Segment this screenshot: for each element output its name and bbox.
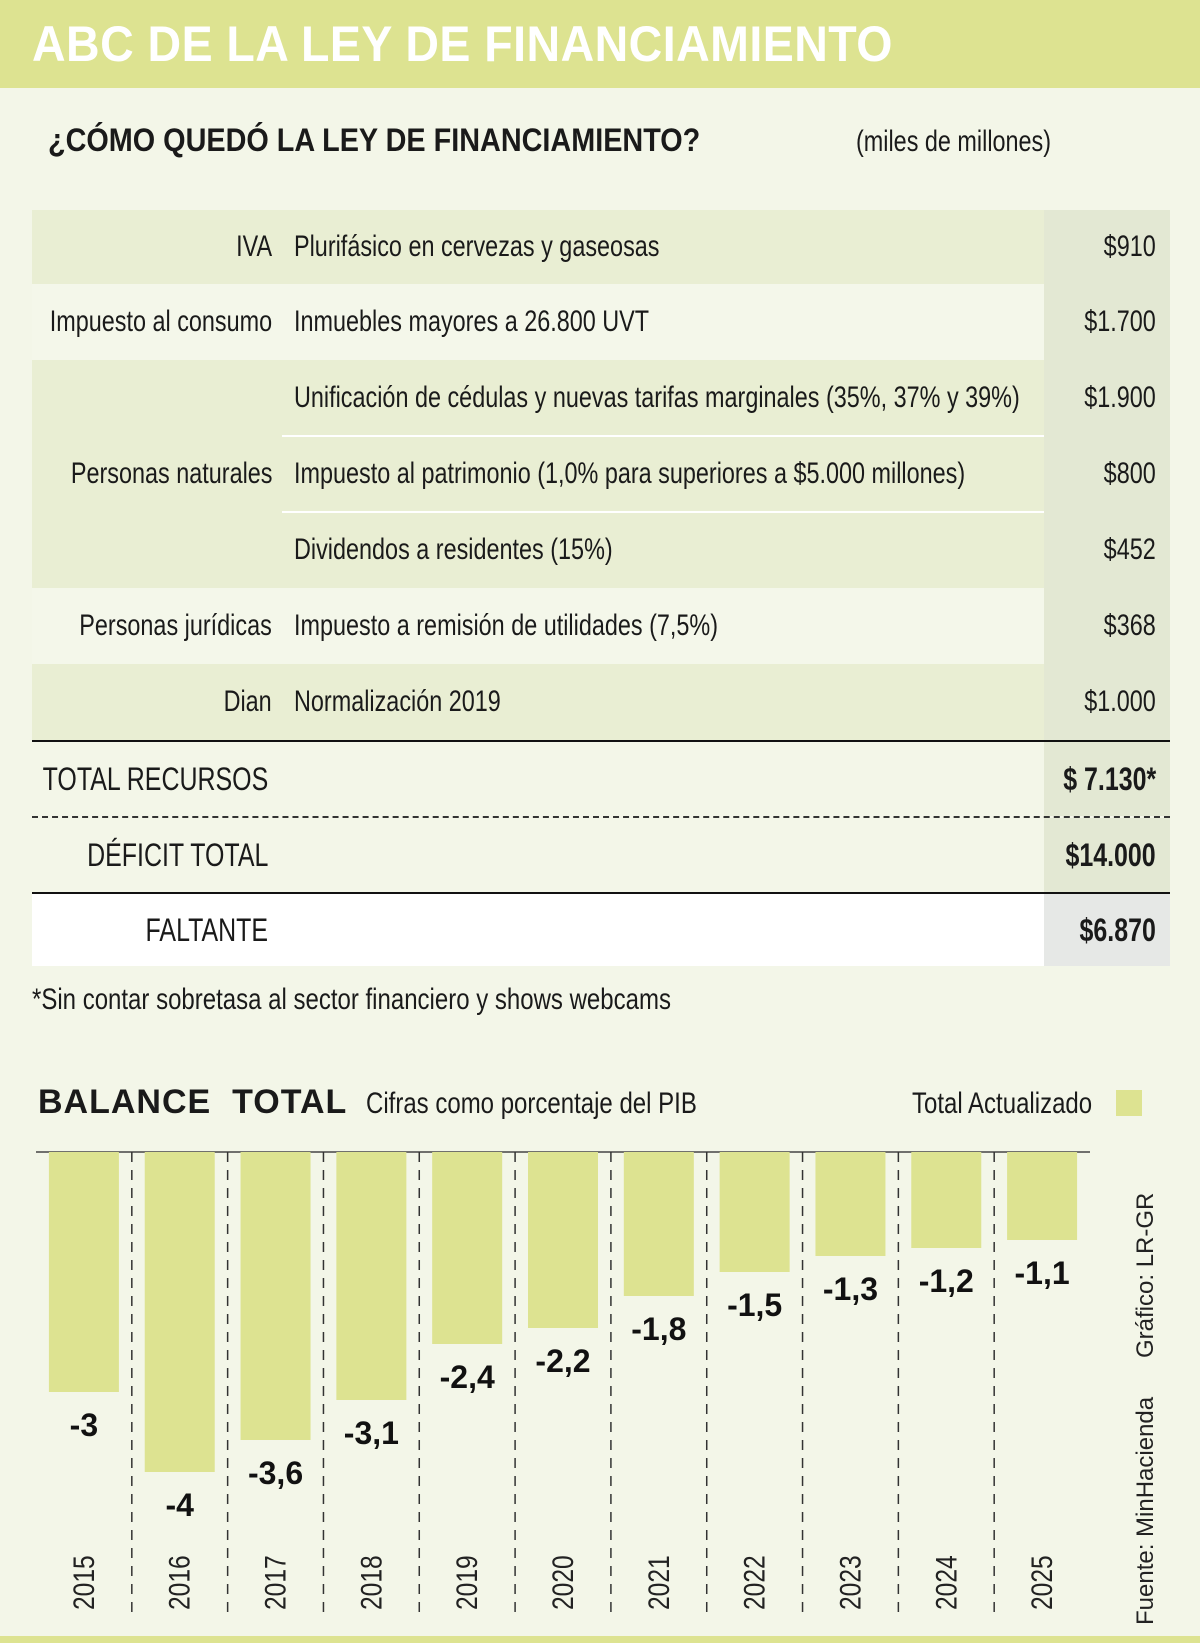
table-row: Dividendos a residentes (15%) $452 — [32, 512, 1170, 588]
row-value: $368 — [1103, 609, 1156, 642]
bar-2020 — [528, 1152, 598, 1328]
bar-value-label: -1,8 — [631, 1311, 686, 1347]
bar-2025 — [1007, 1152, 1078, 1240]
x-tick-label: 2020 — [546, 1555, 580, 1610]
row-description: Impuesto a remisión de utilidades (7,5%) — [294, 609, 719, 642]
row-category: Personas naturales — [70, 457, 272, 490]
source-credit: Fuente: MinHacienda — [1132, 1396, 1159, 1625]
bar-2016 — [144, 1152, 215, 1472]
divider — [282, 511, 1044, 513]
header-banner: ABC DE LA LEY DE FINANCIAMIENTO — [0, 0, 1200, 88]
row-value: $800 — [1103, 457, 1156, 490]
row-category: Dian — [223, 685, 272, 718]
table-row: Unificación de cédulas y nuevas tarifas … — [32, 360, 1170, 436]
bar-2017 — [240, 1152, 311, 1440]
row-description: Dividendos a residentes (15%) — [294, 533, 613, 566]
row-value: $1.000 — [1084, 685, 1156, 718]
graphic-credit: Gráfico: LR-GR — [1132, 1192, 1159, 1358]
table-row: IVA Plurifásico en cervezas y gaseosas $… — [32, 210, 1170, 284]
table-row: Impuesto al consumo Inmuebles mayores a … — [32, 284, 1170, 360]
row-value: $1.700 — [1084, 305, 1156, 338]
legend-label: Total Actualizado — [912, 1087, 1093, 1120]
bar-2023 — [815, 1152, 886, 1256]
x-tick-label: 2015 — [67, 1555, 101, 1610]
bar-value-label: -4 — [166, 1487, 195, 1523]
row-description: Impuesto al patrimonio (1,0% para superi… — [294, 457, 966, 490]
total-recursos-value: $ 7.130* — [1063, 760, 1156, 797]
bar-2022 — [719, 1152, 790, 1272]
row-description: Normalización 2019 — [294, 685, 501, 718]
x-tick-label: 2022 — [737, 1555, 771, 1610]
bar-2024 — [911, 1152, 982, 1248]
row-value: $910 — [1103, 230, 1156, 263]
x-tick-label: 2025 — [1025, 1555, 1059, 1610]
x-tick-label: 2019 — [450, 1555, 484, 1610]
faltante-value: $6.870 — [1079, 911, 1156, 948]
faltante-row: FALTANTE $6.870 — [32, 894, 1170, 966]
bar-value-label: -1,1 — [1015, 1255, 1070, 1291]
rule-total — [32, 740, 1170, 742]
bar-value-label: -3,1 — [344, 1415, 399, 1451]
bar-value-label: -2,2 — [535, 1343, 590, 1379]
bar-2019 — [432, 1152, 503, 1344]
bar-2021 — [623, 1152, 694, 1296]
total-recursos-row: TOTAL RECURSOS $ 7.130* — [32, 742, 1170, 816]
row-category: IVA — [236, 230, 272, 263]
bar-2018 — [336, 1152, 407, 1400]
bar-value-label: -3,6 — [248, 1455, 303, 1491]
deficit-total-label: DÉFICIT TOTAL — [86, 836, 268, 873]
chart-title: BALANCE TOTAL — [38, 1083, 348, 1121]
bar-value-label: -1,5 — [727, 1287, 782, 1323]
bar-value-label: -1,3 — [823, 1271, 878, 1307]
legend-swatch — [1116, 1090, 1142, 1116]
row-value: $1.900 — [1084, 381, 1156, 414]
x-tick-label: 2018 — [354, 1555, 388, 1610]
divider — [282, 435, 1044, 437]
row-description: Inmuebles mayores a 26.800 UVT — [294, 305, 650, 338]
deficit-total-row: DÉFICIT TOTAL $14.000 — [32, 818, 1170, 892]
rule-faltante — [32, 892, 1170, 894]
row-description: Unificación de cédulas y nuevas tarifas … — [294, 381, 1020, 414]
row-category: Personas jurídicas — [79, 609, 272, 642]
table-row: Impuesto al patrimonio (1,0% para superi… — [32, 436, 1170, 512]
table-title: ¿CÓMO QUEDÓ LA LEY DE FINANCIAMIENTO? — [48, 122, 701, 158]
dashed-rule — [32, 816, 1170, 818]
bar-value-label: -2,4 — [440, 1359, 495, 1395]
x-tick-label: 2023 — [833, 1555, 867, 1610]
x-tick-label: 2016 — [162, 1555, 196, 1610]
balance-chart: -3 2015 -4 2016 -3,6 2017 -3,1 2018 -2,4 2019 -2,2… — [36, 1151, 1090, 1615]
bar-2015 — [48, 1152, 119, 1392]
faltante-label: FALTANTE — [145, 911, 268, 948]
banner-title: ABC DE LA LEY DE FINANCIAMIENTO — [32, 16, 893, 72]
bar-value-label: -1,2 — [919, 1263, 974, 1299]
table-unit: (miles de millones) — [856, 125, 1052, 158]
row-value: $452 — [1103, 533, 1156, 566]
x-tick-label: 2017 — [258, 1555, 292, 1610]
table-group-personas-naturales: Personas naturales — [32, 360, 1170, 588]
x-tick-label: 2024 — [929, 1555, 963, 1610]
table-row: Dian Normalización 2019 $1.000 — [32, 664, 1170, 740]
bar-value-label: -3 — [70, 1407, 98, 1443]
x-tick-label: 2021 — [641, 1555, 675, 1610]
chart-subtitle: Cifras como porcentaje del PIB — [366, 1087, 697, 1120]
table-row: Personas jurídicas Impuesto a remisión d… — [32, 588, 1170, 664]
row-description: Plurifásico en cervezas y gaseosas — [294, 230, 660, 263]
deficit-total-value: $14.000 — [1065, 836, 1156, 873]
footnote: *Sin contar sobretasa al sector financie… — [32, 983, 671, 1016]
row-category: Impuesto al consumo — [49, 305, 272, 338]
bottom-bar — [0, 1636, 1200, 1643]
total-recursos-label: TOTAL RECURSOS — [42, 760, 268, 797]
